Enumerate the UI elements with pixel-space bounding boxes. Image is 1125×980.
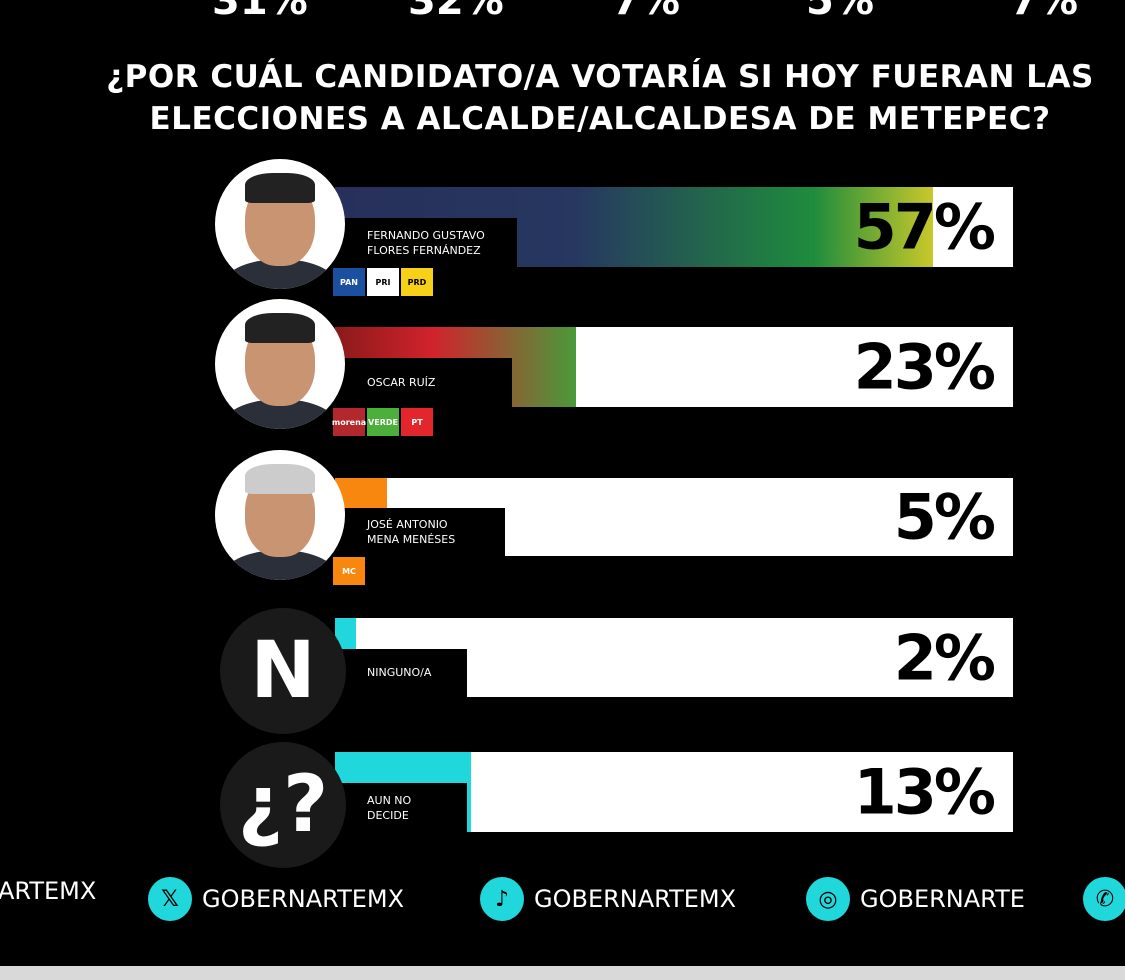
candidate-name: NINGUNO/A <box>335 648 467 697</box>
party-logo-pan: PAN <box>333 268 365 296</box>
chart-title: ¿POR CUÁL CANDIDATO/A VOTARÍA SI HOY FUE… <box>106 59 1094 137</box>
party-logo-mc: MC <box>333 557 365 585</box>
top-value: 7% <box>612 0 680 24</box>
name-line: JOSÉ ANTONIO <box>367 518 448 532</box>
x-icon: 𝕏 <box>148 877 192 921</box>
party-logos: MC <box>333 557 365 585</box>
bottom-strip <box>0 966 1125 980</box>
party-logos: PAN PRI PRD <box>333 268 433 296</box>
top-value: 31% <box>212 0 308 24</box>
name-line: AUN NO <box>367 793 412 807</box>
social-handle: GOBERNARTEMX <box>202 885 405 913</box>
whatsapp-icon: ✆ <box>1083 877 1125 921</box>
party-logo-prd: PRD <box>401 268 433 296</box>
social-link[interactable]: 𝕏 GOBERNARTEMX <box>148 877 404 921</box>
instagram-icon: ◎ <box>806 877 850 921</box>
social-handle: GOBERNARTEMX <box>534 885 737 913</box>
top-value: 32% <box>408 0 504 24</box>
party-logos: morena VERDE PT <box>332 408 433 436</box>
tiktok-icon: ♪ <box>480 877 524 921</box>
social-link[interactable]: ◎ GOBERNARTE <box>806 877 1025 921</box>
value-label: 23% <box>853 330 996 404</box>
candidate-name: AUN NO DECIDE <box>335 783 467 832</box>
value-label: 57% <box>853 190 996 264</box>
value-label: 2% <box>893 621 996 694</box>
candidate-photo <box>215 450 345 580</box>
name-line: FLORES FERNÁNDEZ <box>367 243 481 257</box>
name-line: NINGUNO/A <box>367 666 432 680</box>
top-value: 7% <box>1010 0 1078 24</box>
candidate-name: OSCAR RUÍZ <box>335 358 512 407</box>
social-handle-partial: ARTEMX <box>0 877 97 905</box>
candidate-photo <box>215 159 345 289</box>
name-line: FERNANDO GUSTAVO <box>367 228 485 242</box>
social-link[interactable]: ♪ GOBERNARTEMX <box>480 877 736 921</box>
value-label: 5% <box>893 480 996 554</box>
candidate-name: JOSÉ ANTONIO MENA MENÉSES <box>335 508 505 556</box>
social-link[interactable]: ✆ <box>1083 877 1125 921</box>
social-handle: GOBERNARTE <box>860 885 1025 913</box>
name-line: OSCAR RUÍZ <box>367 376 436 390</box>
party-logo-verde: VERDE <box>367 408 399 436</box>
name-line: MENA MENÉSES <box>367 533 456 547</box>
party-logo-pri: PRI <box>367 268 399 296</box>
option-icon: ¿? <box>220 742 346 868</box>
top-value: 5% <box>806 0 874 24</box>
party-logo-morena: morena <box>332 408 366 436</box>
option-icon: N <box>220 608 346 734</box>
candidate-photo <box>215 299 345 429</box>
value-label: 13% <box>853 755 996 829</box>
name-line: DECIDE <box>367 808 409 822</box>
party-logo-pt: PT <box>401 408 433 436</box>
candidate-name: FERNANDO GUSTAVO FLORES FERNÁNDEZ <box>335 218 517 267</box>
